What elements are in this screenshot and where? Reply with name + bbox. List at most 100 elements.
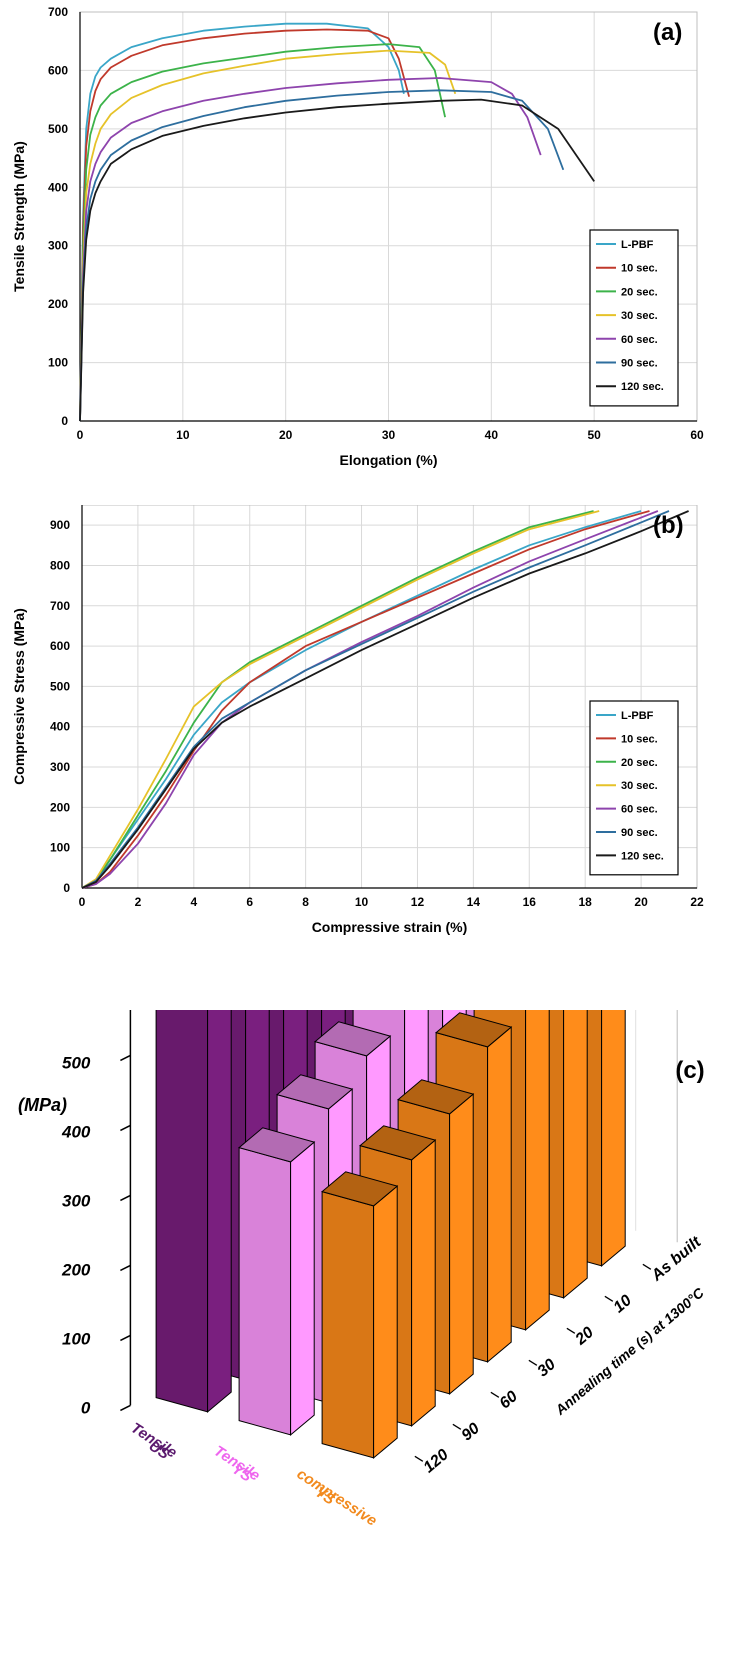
bar-side-face	[525, 1010, 550, 1331]
x-tick-label: 22	[690, 895, 704, 909]
time-tick	[528, 1359, 538, 1366]
bar-side-face	[290, 1141, 315, 1436]
y-tick-label: 200	[48, 297, 68, 311]
time-tick-label: 30	[534, 1356, 559, 1381]
bar-side-face	[411, 1139, 436, 1427]
series-line-6	[81, 510, 689, 889]
time-tick	[566, 1327, 576, 1334]
tensile-chart-panel: 0 10 20 30 40 50 60 0 100 200 300 400 500 600 700 Elong…	[0, 0, 755, 505]
bar-top-face	[276, 1074, 354, 1110]
x-tick-label: 40	[485, 428, 499, 442]
bar-front-face	[238, 1146, 292, 1436]
panel-label: (c)	[675, 1057, 704, 1084]
x-tick-label: 10	[176, 428, 190, 442]
x-tick-label: 20	[279, 428, 293, 442]
legend-box	[589, 700, 679, 876]
z-tick-label: 200	[61, 1260, 91, 1279]
series-line-2	[79, 43, 446, 422]
x-tick-label: 10	[355, 895, 369, 909]
time-tick-label: As built	[648, 1233, 705, 1285]
x-tick-label: 20	[634, 895, 648, 909]
x-tick-label: 12	[411, 895, 425, 909]
z-tick	[120, 1124, 131, 1132]
z-tick-label: 300	[62, 1191, 91, 1210]
time-tick-label: 20	[572, 1324, 597, 1349]
z-tick-label: 400	[61, 1122, 91, 1141]
z-tick-label: 500	[62, 1053, 91, 1072]
grid	[79, 11, 698, 422]
bar-side-face	[563, 1010, 588, 1299]
y-tick-label: 0	[63, 881, 70, 895]
y-tick-label: 300	[48, 239, 68, 253]
series-line-3	[81, 510, 600, 889]
bar-side-face	[207, 1010, 232, 1413]
bar-top-face	[435, 1012, 513, 1048]
y-tick-label: 300	[50, 760, 70, 774]
time-tick-label: 60	[496, 1388, 521, 1413]
tensile-chart: 0 10 20 30 40 50 600100200300400500600700Elong…	[11, 5, 704, 468]
z-tick	[120, 1264, 131, 1272]
x-tick-label: 18	[579, 895, 593, 909]
y-tick-label: 800	[50, 558, 70, 572]
series-line-1	[79, 28, 410, 422]
legend-entry: 30 sec.	[621, 310, 658, 322]
x-tick-label: 4	[190, 895, 197, 909]
y-axis-title: Compressive Stress (MPa)	[11, 608, 27, 785]
y-tick-label: 700	[50, 599, 70, 613]
legend-entry: 20 sec.	[621, 286, 658, 298]
x-axis-title: Elongation (%)	[340, 452, 438, 468]
group-label-line1: compressive	[294, 1465, 380, 1529]
legend-entry: L-PBF	[621, 710, 654, 722]
bar-side-face	[449, 1093, 474, 1395]
series-line-4	[81, 510, 659, 889]
legend-entry: 120 sec.	[621, 381, 664, 393]
y-tick-label: 600	[48, 63, 68, 77]
time-tick	[642, 1263, 652, 1270]
time-tick	[604, 1295, 614, 1302]
x-axis-title: Compressive strain (%)	[312, 919, 468, 935]
bar-top-face	[314, 1021, 392, 1057]
series-line-3	[79, 49, 457, 422]
compressive-chart-panel: 0 2 4 6 8 10 12 14 16 18 20 22 0 100 200 300 400 500 600 70…	[0, 505, 755, 1010]
legend: L-PBF 10 sec. 20 sec. 30 sec. 60 sec. 90 sec.…	[589, 229, 679, 407]
bar-top-face	[321, 1171, 399, 1207]
y-tick-label: 400	[50, 720, 70, 734]
bar-top-face	[397, 1079, 475, 1115]
legend-entry: 90 sec.	[621, 827, 658, 839]
legend-entry: 60 sec.	[621, 334, 658, 346]
x-tick-label: 8	[302, 895, 309, 909]
x-tick-label: 16	[523, 895, 537, 909]
x-tick-label: 30	[382, 428, 396, 442]
time-tick-label: 10	[610, 1292, 635, 1317]
panel-label: (b)	[653, 512, 684, 539]
bar3d-chart-panel: 0100200300400500600700(MPa)(c)TensileUST…	[0, 1010, 755, 1671]
bar-side-face	[601, 1010, 626, 1267]
y-tick-label: 100	[48, 356, 68, 370]
z-tick-label: 0	[81, 1398, 91, 1417]
bar-0-0	[155, 1010, 232, 1413]
x-tick-label: 0	[77, 428, 84, 442]
bar-top-face	[359, 1125, 437, 1161]
time-tick	[452, 1423, 462, 1430]
y-tick-label: 100	[50, 841, 70, 855]
series-line-6	[79, 98, 595, 422]
x-tick-label: 50	[587, 428, 601, 442]
panel-label: (a)	[653, 19, 682, 46]
time-tick	[414, 1455, 424, 1462]
y-tick-label: 0	[61, 414, 68, 428]
series-line-5	[79, 89, 565, 422]
compressive-chart: 0 2 4 6 8 10 12 14 16 18 20 22 0 100 200 300 400 500 600 70…	[11, 505, 704, 935]
series-line-1	[81, 510, 650, 889]
x-tick-label: 60	[690, 428, 704, 442]
x-tick-label: 14	[467, 895, 481, 909]
legend-entry: 30 sec.	[621, 780, 658, 792]
legend-entry: 60 sec.	[621, 804, 658, 816]
z-tick	[120, 1334, 131, 1342]
legend-entry: 10 sec.	[621, 263, 658, 275]
y-tick-label: 400	[48, 180, 68, 194]
legend-entry: L-PBF	[621, 239, 654, 251]
y-tick-label: 900	[50, 518, 70, 532]
x-tick-label: 6	[246, 895, 253, 909]
bars	[155, 1010, 626, 1459]
